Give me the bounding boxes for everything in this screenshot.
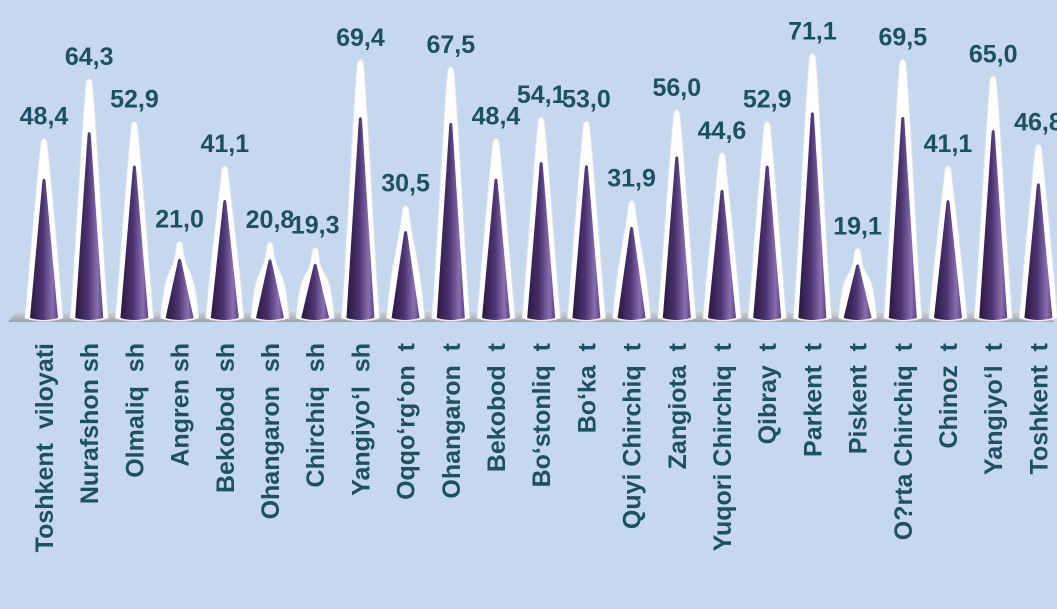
cone-bar <box>838 247 878 322</box>
category-label: Olmaliq sh <box>121 343 149 478</box>
cone-body <box>346 117 375 320</box>
value-label: 41,1 <box>924 130 973 158</box>
category-label: Yangiyo‘l sh <box>347 343 375 496</box>
category-label: Yuqori Chirchiq t <box>709 342 737 551</box>
cone-bar <box>476 138 516 322</box>
value-label: 64,3 <box>65 43 114 71</box>
value-label: 65,0 <box>969 40 1018 68</box>
category-label: O?rta Chirchiq t <box>890 342 918 540</box>
cone-body <box>482 178 510 320</box>
cone-bar <box>295 247 335 322</box>
cone-bar <box>883 58 923 322</box>
category-label: Bekobod t <box>483 342 511 472</box>
cone-bar <box>1018 144 1057 322</box>
value-label: 54,1 <box>517 81 566 109</box>
cone-body <box>572 165 601 320</box>
cone-body <box>256 259 284 320</box>
category-label: Chinoz t <box>935 342 963 448</box>
cone-bar <box>973 75 1013 322</box>
category-label: Toshkent t <box>1025 342 1053 474</box>
cone-bar <box>114 121 154 322</box>
value-label: 71,1 <box>788 17 837 45</box>
cone-bar <box>205 165 245 322</box>
cone-bar <box>657 109 697 322</box>
value-label: 56,0 <box>652 74 701 102</box>
chart-marks: 48,4 Toshkent viloyati 64,3 Nurafshon sh 52,… <box>20 17 1057 552</box>
value-label: 53,0 <box>562 85 611 113</box>
cone-body <box>30 178 58 320</box>
category-label: Toshkent viloyati <box>31 343 59 552</box>
category-label: Qibray t <box>754 342 782 444</box>
cone-bar <box>747 121 787 322</box>
cone-body <box>436 122 465 320</box>
cone-body <box>527 161 556 320</box>
cone-bar <box>24 138 64 322</box>
cone-body <box>798 112 827 320</box>
category-label: Bo‘stonliq t <box>528 342 556 487</box>
category-label: Quyi Chirchiq t <box>619 342 647 529</box>
value-label: 20,8 <box>246 206 295 234</box>
cone-body <box>301 263 330 320</box>
cone-body <box>617 226 646 320</box>
cone-body <box>1024 183 1053 320</box>
cone-body <box>165 258 194 320</box>
cone-bar <box>431 66 471 322</box>
value-label: 30,5 <box>381 170 430 198</box>
cone-bar <box>521 116 561 322</box>
cone-body <box>934 199 962 320</box>
value-label: 67,5 <box>426 31 475 59</box>
cone-body <box>391 230 420 320</box>
category-label: Nurafshon sh <box>76 343 104 504</box>
cone-body <box>708 189 736 320</box>
cone-bar <box>160 240 200 322</box>
value-label: 48,4 <box>472 103 521 131</box>
cone-body <box>753 165 782 320</box>
value-label: 69,4 <box>336 24 385 52</box>
category-label: Ohangaron t <box>438 342 466 498</box>
cone-body <box>662 156 691 320</box>
category-label: Angren sh <box>167 343 195 467</box>
cone-body <box>843 264 872 320</box>
value-label: 48,4 <box>20 103 69 131</box>
cone-bar <box>792 52 832 322</box>
cone-bar <box>340 59 380 322</box>
cone-bar <box>69 78 109 322</box>
cone-bar <box>250 241 290 322</box>
value-label: 19,3 <box>291 212 340 240</box>
value-label: 41,1 <box>200 130 249 158</box>
value-label: 21,0 <box>155 205 204 233</box>
value-label: 52,9 <box>110 86 159 114</box>
cone-bar <box>386 205 426 322</box>
value-label: 46,8 <box>1014 109 1057 137</box>
cone-body <box>120 165 149 320</box>
category-label: Chirchiq sh <box>302 343 330 487</box>
cone-body <box>75 131 104 320</box>
value-label: 52,9 <box>743 86 792 114</box>
cone-body <box>888 116 917 321</box>
value-label: 44,6 <box>698 117 747 145</box>
category-label: Ohangaron sh <box>257 343 285 519</box>
cone-bar <box>566 120 606 322</box>
cone-body <box>979 129 1008 320</box>
value-label: 69,5 <box>878 23 927 51</box>
category-label: Piskent t <box>845 342 873 454</box>
value-label: 31,9 <box>607 164 656 192</box>
category-label: Yangiyo‘l t <box>980 342 1008 475</box>
category-label: Oqqo‘rg‘on t <box>393 342 421 500</box>
cone-bar <box>928 165 968 322</box>
category-label: Bo‘ka t <box>573 342 601 433</box>
cone-bar <box>702 152 742 322</box>
value-label: 19,1 <box>833 212 882 240</box>
category-label: Bekobod sh <box>212 343 240 493</box>
cone-body <box>210 199 239 320</box>
category-label: Parkent t <box>799 342 827 457</box>
category-label: Zangiota t <box>664 342 692 469</box>
cone-bar <box>612 199 652 322</box>
